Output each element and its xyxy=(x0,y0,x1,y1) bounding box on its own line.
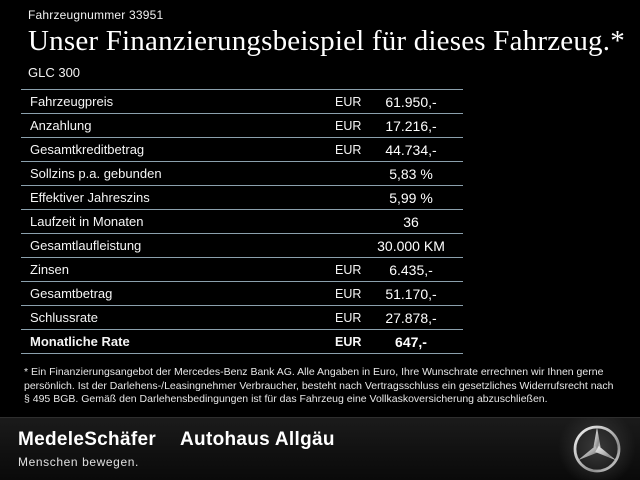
dealer-logo: MedeleSchäfer xyxy=(18,429,157,450)
footnote: * Ein Finanzierungsangebot der Mercedes-… xyxy=(24,366,620,407)
row-label: Fahrzeugpreis xyxy=(30,94,114,109)
row-currency: EUR xyxy=(335,118,362,133)
row-currency: EUR xyxy=(335,334,362,349)
row-label: Sollzins p.a. gebunden xyxy=(30,166,162,181)
page-title: Unser Finanzierungsbeispiel für dieses F… xyxy=(28,25,625,57)
vehicle-model: GLC 300 xyxy=(28,65,81,80)
table-row-gesamtlaufleistung: Gesamtlaufleistung 30.000 KM xyxy=(21,234,463,258)
vehicle-number: Fahrzeugnummer 33951 xyxy=(28,8,164,22)
dealer-name: Autohaus Allgäu xyxy=(180,429,335,450)
row-value: 6.435,- xyxy=(389,261,433,278)
header: Fahrzeugnummer 33951 Unser Finanzierungs… xyxy=(0,0,640,80)
row-label: Anzahlung xyxy=(30,118,92,133)
table-row-zinsen: Zinsen EUR 6.435,- xyxy=(21,258,463,282)
row-value: 5,99 % xyxy=(389,189,433,206)
table-row-gesamtkreditbetrag: Gesamtkreditbetrag EUR 44.734,- xyxy=(21,138,463,162)
table-row-laufzeit: Laufzeit in Monaten 36 xyxy=(21,210,463,234)
row-label: Schlussrate xyxy=(30,310,98,325)
table-row-monatliche-rate: Monatliche Rate EUR 647,- xyxy=(21,330,463,354)
footer: MedeleSchäfer Autohaus Allgäu Menschen b… xyxy=(0,417,640,480)
row-label: Monatliche Rate xyxy=(30,334,130,349)
row-label: Gesamtkreditbetrag xyxy=(30,142,145,157)
mercedes-star-icon xyxy=(554,418,640,480)
row-label: Gesamtbetrag xyxy=(30,286,113,301)
row-value: 27.878,- xyxy=(385,309,437,326)
row-label: Effektiver Jahreszins xyxy=(30,190,150,205)
row-value: 30.000 KM xyxy=(377,237,445,254)
row-currency: EUR xyxy=(335,310,362,325)
table-row-fahrzeugpreis: Fahrzeugpreis EUR 61.950,- xyxy=(21,90,463,114)
row-value: 5,83 % xyxy=(389,165,433,182)
row-currency: EUR xyxy=(335,286,362,301)
row-label: Laufzeit in Monaten xyxy=(30,214,144,229)
footnote-line: § 495 BGB. Gemäß den Darlehensbedingunge… xyxy=(24,393,548,405)
footnote-line: persönlich. Ist der Darlehens-/Leasingne… xyxy=(24,379,614,392)
row-value: 36 xyxy=(403,213,419,230)
row-label: Zinsen xyxy=(30,262,70,277)
row-value: 61.950,- xyxy=(385,93,437,110)
footnote-line: * Ein Finanzierungsangebot der Mercedes-… xyxy=(24,366,604,378)
row-label: Gesamtlaufleistung xyxy=(30,238,142,253)
row-currency: EUR xyxy=(335,142,362,157)
row-currency: EUR xyxy=(335,94,362,109)
row-value: 44.734,- xyxy=(385,141,437,158)
table-row-sollzins: Sollzins p.a. gebunden 5,83 % xyxy=(21,162,463,186)
finance-table: Fahrzeugpreis EUR 61.950,- Anzahlung EUR… xyxy=(21,89,463,354)
table-row-anzahlung: Anzahlung EUR 17.216,- xyxy=(21,114,463,138)
row-value: 647,- xyxy=(395,333,427,350)
row-value: 17.216,- xyxy=(385,117,437,134)
table-row-effektiver-jahreszins: Effektiver Jahreszins 5,99 % xyxy=(21,186,463,210)
dealer-tagline: Menschen bewegen. xyxy=(18,455,139,469)
dealer-block: MedeleSchäfer Autohaus Allgäu Menschen b… xyxy=(18,429,335,469)
table-row-schlussrate: Schlussrate EUR 27.878,- xyxy=(21,306,463,330)
table-row-gesamtbetrag: Gesamtbetrag EUR 51.170,- xyxy=(21,282,463,306)
row-value: 51.170,- xyxy=(385,285,437,302)
row-currency: EUR xyxy=(335,262,362,277)
